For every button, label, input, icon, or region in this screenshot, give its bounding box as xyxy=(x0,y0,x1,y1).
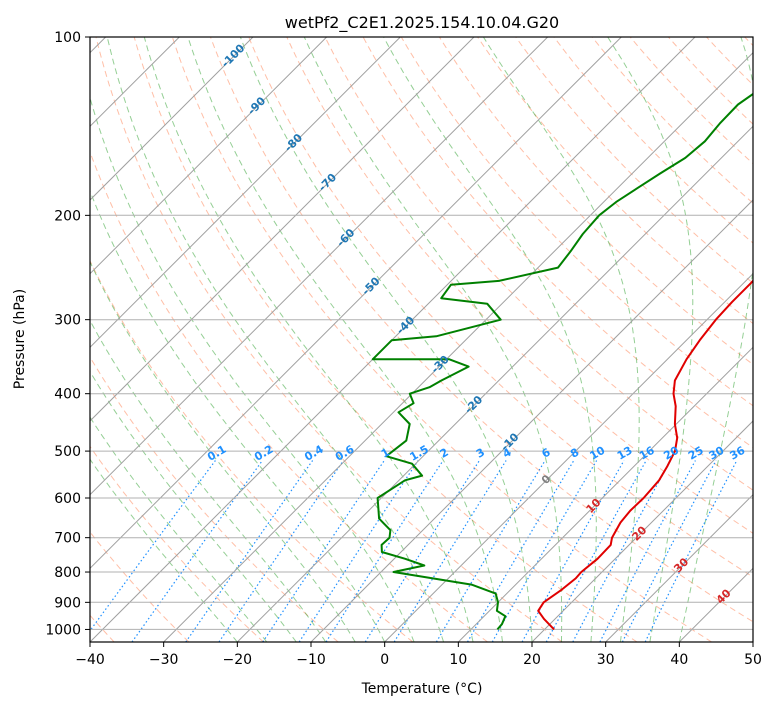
mixing-ratio-line xyxy=(435,460,546,642)
y-tick-label: 800 xyxy=(54,565,81,581)
moist-adiabat-line xyxy=(90,416,268,642)
moist-adiabat-line xyxy=(303,37,563,642)
y-axis-label: Pressure (hPa) xyxy=(12,289,28,389)
moist-adiabat-line xyxy=(90,458,238,642)
moist-adiabat-line xyxy=(90,319,327,642)
x-tick-label: −40 xyxy=(75,652,105,668)
dry-adiabat-line xyxy=(400,37,753,407)
y-tick-label: 700 xyxy=(54,531,81,547)
x-tick-label: 30 xyxy=(597,652,615,668)
isotherm-line xyxy=(531,420,753,642)
mixing-ratio-line xyxy=(262,460,385,642)
moist-adiabat-line xyxy=(482,37,640,642)
x-tick-label: −20 xyxy=(223,652,253,668)
isotherm-line xyxy=(163,51,753,642)
dewpoint-profile-line xyxy=(371,92,753,631)
moist-adiabat-line xyxy=(187,37,503,642)
dry-adiabat-line xyxy=(591,37,753,204)
moist-adiabat-line xyxy=(383,37,597,642)
mixing-ratio-line xyxy=(90,460,216,632)
dry-adiabat-line xyxy=(133,37,638,642)
isotherm-line xyxy=(310,199,753,642)
isotherm-line xyxy=(605,493,753,642)
mixing-ratio-line xyxy=(466,460,575,642)
dry-adiabat-line xyxy=(477,37,753,325)
isotherm-line xyxy=(384,272,753,642)
x-axis-label: Temperature (°C) xyxy=(361,681,483,697)
mixing-ratio-line xyxy=(491,460,598,642)
mixing-ratio-line xyxy=(218,460,344,642)
mixing-ratio-line xyxy=(298,460,419,642)
mixing-ratio-line xyxy=(545,460,647,642)
isotherm-line xyxy=(90,37,254,201)
moist-adiabat-line xyxy=(90,260,356,642)
y-tick-label: 500 xyxy=(54,444,81,460)
dry-adiabat-line xyxy=(629,37,753,165)
mixing-ratio-line xyxy=(644,460,738,642)
y-tick-label: 600 xyxy=(54,491,81,507)
plot-area xyxy=(90,37,753,642)
dry-adiabat-line xyxy=(324,37,753,491)
y-tick-label: 400 xyxy=(54,387,81,403)
y-tick-label: 200 xyxy=(54,208,81,224)
isotherm-line xyxy=(457,346,753,642)
y-axis: 100 200 300 400 500 600 700 800 900 1000 xyxy=(45,30,90,638)
y-tick-label: 300 xyxy=(54,313,81,329)
moist-adiabat-line xyxy=(143,37,474,642)
isotherm-grid xyxy=(90,37,753,642)
x-tick-label: 10 xyxy=(449,652,467,668)
moist-adiabat-line xyxy=(239,37,533,642)
x-axis: −40 −30 −20 −10 0 10 20 30 40 50 xyxy=(75,642,762,668)
moist-adiabat-line xyxy=(678,37,753,642)
y-tick-label: 100 xyxy=(54,30,81,46)
chart-title: wetPf2_C2E1.2025.154.10.04.G20 xyxy=(285,13,559,33)
moist-adiabat-line xyxy=(106,37,445,642)
dry-adiabat-line xyxy=(248,37,753,578)
dry-adiabat-line xyxy=(95,37,563,642)
x-tick-label: 20 xyxy=(523,652,541,668)
temperature-profile-line xyxy=(537,279,753,631)
sounding-profiles xyxy=(371,92,753,631)
isotherm-line xyxy=(90,37,622,570)
dry-adiabat-line xyxy=(90,445,264,642)
x-tick-label: 0 xyxy=(380,652,389,668)
plot-frame xyxy=(89,36,754,643)
y-tick-label: 1000 xyxy=(45,622,81,638)
x-tick-label: −30 xyxy=(149,652,179,668)
mixing-ratio-line xyxy=(131,460,263,642)
moist-adiabat-line xyxy=(607,37,694,642)
isotherm-line xyxy=(90,37,549,496)
x-tick-label: 40 xyxy=(670,652,688,668)
isotherm-line xyxy=(90,37,475,422)
mixing-ratio-line xyxy=(185,460,314,642)
dry-adiabat-line xyxy=(515,37,753,284)
isotherm-line xyxy=(90,37,401,349)
moist-adiabat-line xyxy=(90,189,386,642)
mixing-ratio-lines xyxy=(90,460,738,642)
mixing-ratio-line xyxy=(521,460,625,642)
y-tick-label: 900 xyxy=(54,595,81,611)
dry-adiabat-line xyxy=(171,37,712,642)
isotherm-line xyxy=(90,37,328,275)
dry-adiabat-line xyxy=(90,259,414,642)
x-tick-label: −10 xyxy=(296,652,326,668)
moist-adiabat-line xyxy=(90,370,297,642)
x-tick-label: 50 xyxy=(744,652,762,668)
isotherm-line xyxy=(236,125,753,642)
